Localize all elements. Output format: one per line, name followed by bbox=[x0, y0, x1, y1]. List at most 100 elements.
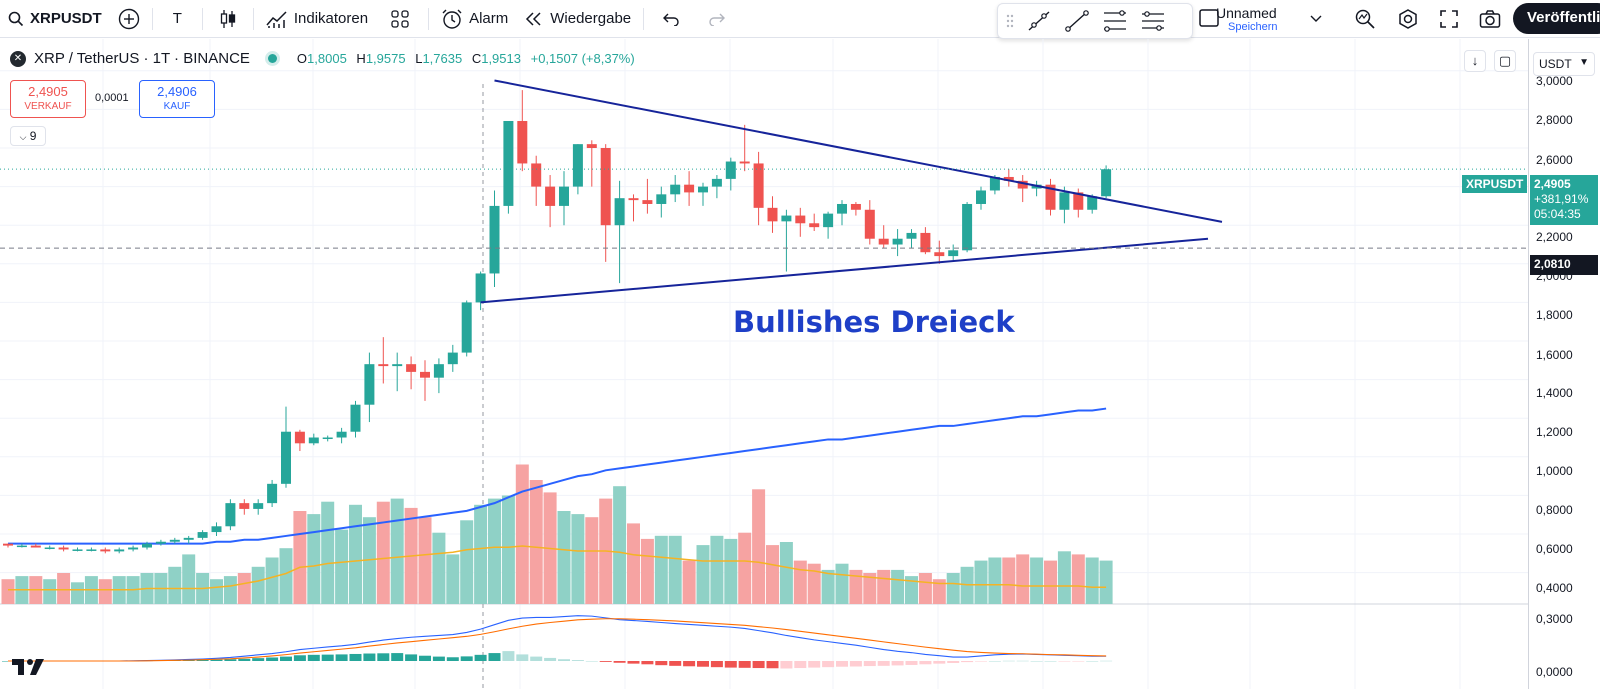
chart-type-button[interactable] bbox=[207, 0, 249, 38]
macd-histogram-bar bbox=[988, 661, 1001, 662]
volume-bar bbox=[891, 569, 905, 604]
volume-bar bbox=[71, 582, 84, 604]
volume-bar bbox=[349, 504, 362, 604]
volume-bar bbox=[752, 489, 766, 604]
volume-bar bbox=[446, 554, 460, 604]
volume-bar bbox=[1071, 554, 1085, 604]
macd-histogram-bar bbox=[544, 657, 557, 661]
macd-histogram-bar bbox=[808, 661, 821, 668]
current-price-tag: 2,4905 +381,91% 05:04:35 bbox=[1530, 175, 1598, 225]
macd-histogram-bar bbox=[446, 657, 459, 661]
drawing-toolbar bbox=[997, 3, 1193, 39]
scroll-to-latest-button[interactable]: ↓ bbox=[1464, 50, 1486, 72]
alert-button[interactable]: Alarm bbox=[433, 0, 516, 38]
layout-save-status: Speichern bbox=[1228, 20, 1278, 33]
price-axis[interactable] bbox=[1528, 39, 1600, 689]
ohlc-values: O1,8005 H1,9575 L1,7635 C1,9513 +0,1507 … bbox=[297, 51, 635, 66]
volume-bar bbox=[696, 545, 710, 604]
fib-retracement-tool-icon[interactable] bbox=[1102, 9, 1128, 33]
fullscreen-button[interactable] bbox=[1431, 0, 1467, 38]
undo-icon bbox=[663, 13, 679, 26]
macd-histogram-bar bbox=[196, 659, 209, 661]
settings-button[interactable] bbox=[1389, 0, 1427, 38]
redo-button[interactable] bbox=[694, 0, 740, 38]
price-axis-tick-label: 2,2000 bbox=[1536, 230, 1573, 244]
indicators-collapse-button[interactable]: ⌵ 9 bbox=[10, 126, 46, 146]
sell-price: 2,4905 bbox=[28, 84, 68, 99]
volume-bar bbox=[766, 545, 779, 604]
macd-signal-line bbox=[8, 618, 1107, 662]
volume-bar bbox=[682, 560, 696, 604]
ray-tool-icon[interactable] bbox=[1064, 9, 1090, 33]
volume-bar bbox=[460, 520, 474, 604]
volume-bar bbox=[793, 560, 807, 604]
volume-bar bbox=[1085, 557, 1099, 604]
layouts-button[interactable] bbox=[376, 0, 424, 38]
price-axis-tick-label: 0,0000 bbox=[1536, 665, 1573, 679]
candle-body bbox=[600, 148, 611, 226]
maximize-pane-button[interactable]: ▢ bbox=[1494, 50, 1516, 72]
quick-search-button[interactable] bbox=[1346, 0, 1384, 38]
price-axis-tick-label: 0,3000 bbox=[1536, 612, 1573, 626]
candle-body bbox=[809, 223, 820, 228]
macd-histogram-bar bbox=[293, 655, 306, 661]
volume-bar bbox=[807, 563, 821, 604]
chevron-down-icon bbox=[1310, 15, 1322, 22]
macd-histogram-bar bbox=[710, 661, 723, 668]
macd-histogram-bar bbox=[849, 661, 862, 667]
undo-button[interactable] bbox=[648, 0, 694, 38]
layout-menu-button[interactable] bbox=[1306, 0, 1326, 38]
alert-label: Alarm bbox=[469, 10, 509, 27]
candle-body bbox=[406, 364, 417, 372]
trend-line-tool-icon[interactable] bbox=[1026, 9, 1052, 33]
candle-body bbox=[16, 545, 27, 548]
upper-trendline bbox=[494, 79, 1223, 223]
price-chart[interactable] bbox=[0, 39, 1528, 689]
layout-name-button[interactable]: Unnamed Speichern bbox=[1212, 0, 1282, 38]
candle-body bbox=[670, 184, 681, 195]
volume-bar bbox=[738, 532, 752, 604]
macd-histogram-bar bbox=[474, 654, 487, 661]
macd-histogram-bar bbox=[432, 656, 445, 661]
candle-body bbox=[837, 203, 847, 214]
spread-value: 0,0001 bbox=[95, 92, 129, 104]
macd-histogram-bar bbox=[349, 653, 362, 661]
macd-histogram-bar bbox=[377, 653, 390, 661]
drag-handle-icon[interactable] bbox=[1006, 13, 1014, 29]
candle-body bbox=[475, 273, 486, 303]
candle-body bbox=[850, 203, 861, 210]
pattern-annotation-text[interactable]: Bullishes Dreieck bbox=[733, 305, 1015, 339]
volume-bar bbox=[376, 501, 390, 604]
volume-bar bbox=[585, 517, 599, 604]
parallel-channel-tool-icon[interactable] bbox=[1140, 9, 1166, 33]
candle-body bbox=[725, 161, 736, 179]
indicators-button[interactable]: Indikatoren bbox=[258, 0, 376, 38]
price-axis-tick-label: 1,4000 bbox=[1536, 386, 1573, 400]
low-value: 1,7635 bbox=[422, 51, 463, 66]
macd-histogram-bar bbox=[1072, 661, 1085, 662]
snapshot-button[interactable] bbox=[1471, 0, 1509, 38]
legend-title[interactable]: XRP / TetherUS · 1T · BINANCE bbox=[34, 50, 250, 67]
chevron-down-icon: ⌵ bbox=[19, 132, 27, 142]
candle-body bbox=[628, 198, 639, 201]
replay-button[interactable]: Wiedergabe bbox=[516, 0, 639, 38]
add-circle-icon bbox=[118, 8, 139, 29]
camera-icon bbox=[1479, 10, 1501, 28]
volume-bar bbox=[779, 542, 793, 604]
volume-bar bbox=[627, 523, 640, 604]
publish-button[interactable]: Veröffentli bbox=[1513, 3, 1600, 34]
interval-button[interactable]: T bbox=[157, 0, 198, 38]
candle-body bbox=[169, 539, 180, 542]
indicator-count: 9 bbox=[29, 129, 37, 143]
candle-body bbox=[281, 431, 291, 484]
buy-button[interactable]: 2,4906 KAUF bbox=[139, 80, 215, 118]
sell-button[interactable]: 2,4905 VERKAUF bbox=[10, 80, 86, 118]
symbol-search-button[interactable]: XRPUSDT bbox=[0, 0, 110, 38]
currency-select[interactable]: USDT ▼ bbox=[1533, 52, 1595, 76]
tradingview-logo-icon[interactable] bbox=[10, 655, 50, 677]
rectangle-tool-button[interactable] bbox=[1198, 7, 1220, 34]
macd-histogram-bar bbox=[975, 661, 987, 662]
bar-countdown: 05:04:35 bbox=[1534, 207, 1581, 221]
candle-body bbox=[545, 186, 556, 206]
compare-symbol-button[interactable] bbox=[110, 0, 148, 38]
